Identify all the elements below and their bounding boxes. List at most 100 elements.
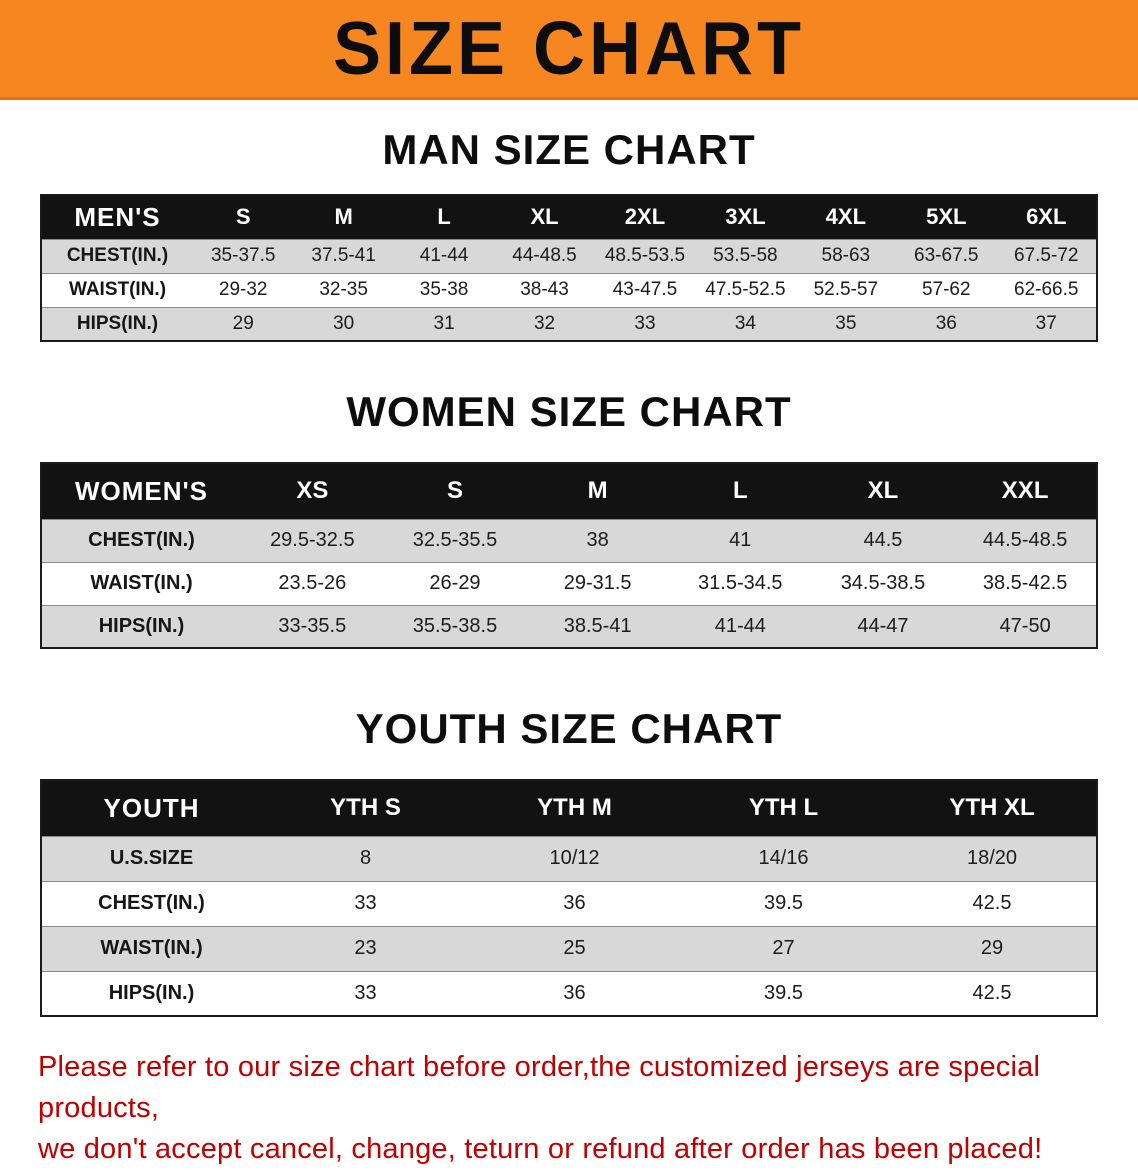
size-value-cell: 33: [354, 892, 377, 914]
size-value-cell: 36: [563, 892, 586, 914]
size-value-cell: 38: [586, 529, 609, 551]
size-value-cell: 44-48.5: [512, 245, 577, 266]
banner-title: SIZE CHART: [333, 6, 805, 91]
size-value-cell: 53.5-58: [713, 245, 778, 266]
row-label: CHEST(IN.): [66, 245, 169, 266]
youth-table-row: WAIST(IN.) 23 25 27 29: [41, 926, 1097, 971]
size-value-cell: 36: [563, 981, 586, 1004]
size-value-cell: 14/16: [758, 847, 809, 869]
size-value-cell: 33: [634, 312, 656, 334]
women-size-table: WOMEN'S XS S M L XL XXL CHEST(IN.) 29.5-32.5 32.…: [40, 462, 1098, 649]
men-size-column-header: M: [334, 204, 353, 230]
youth-size-column-header: YTH S: [330, 794, 401, 822]
size-value-cell: 35.5-38.5: [412, 614, 498, 637]
youth-size-column-header: YTH L: [748, 794, 819, 822]
women-section-heading: WOMEN SIZE CHART: [346, 388, 792, 435]
women-size-column-header: XS: [296, 477, 329, 505]
order-policy-note-line1: Please refer to our size chart before or…: [38, 1051, 1041, 1125]
women-size-column-header: L: [732, 477, 748, 505]
men-size-column-header: 6XL: [1026, 204, 1067, 230]
size-value-cell: 43-47.5: [612, 279, 678, 300]
size-value-cell: 35: [835, 312, 857, 334]
row-label: HIPS(IN.): [108, 981, 195, 1004]
size-value-cell: 25: [563, 937, 586, 959]
men-table-header-row: MEN'S S M L XL 2XL 3XL 4XL 5XL 6XL: [41, 195, 1097, 239]
men-size-column-header: 2XL: [624, 204, 666, 230]
size-value-cell: 33: [354, 981, 377, 1004]
size-value-cell: 32.5-35.5: [412, 529, 498, 551]
size-value-cell: 44-47: [857, 614, 909, 637]
row-label: U.S.SIZE: [109, 847, 194, 869]
size-value-cell: 29-31.5: [563, 572, 632, 594]
size-value-cell: 32: [533, 312, 556, 334]
size-value-cell: 44.5-48.5: [982, 529, 1068, 551]
youth-table-row: U.S.SIZE 8 10/12 14/16 18/20: [41, 836, 1097, 881]
order-policy-note-line2: we don't accept cancel, change, teturn o…: [38, 1133, 1043, 1166]
men-size-column-header: XL: [530, 204, 559, 230]
size-value-cell: 31: [433, 312, 455, 334]
size-value-cell: 34: [734, 312, 756, 334]
order-policy-note: Please refer to our size chart before or…: [38, 1047, 1138, 1171]
size-value-cell: 8: [359, 847, 372, 869]
women-size-column-header: S: [446, 477, 463, 505]
youth-size-table: YOUTH YTH S YTH M YTH L YTH XL U.S.SIZE 8 10/1…: [40, 779, 1098, 1017]
women-size-column-header: XL: [867, 477, 899, 505]
size-value-cell: 27: [772, 937, 795, 959]
size-value-cell: 63-67.5: [914, 245, 979, 266]
row-label: WAIST(IN.): [100, 937, 203, 959]
size-value-cell: 47.5-52.5: [705, 279, 786, 300]
row-label: WAIST(IN.): [90, 572, 193, 594]
size-value-cell: 34.5-38.5: [840, 572, 926, 594]
men-size-column-header: 5XL: [926, 204, 967, 230]
size-value-cell: 18/20: [966, 847, 1018, 869]
men-table-row: HIPS(IN.) 29 30 31 32 33 34 35 36 37: [41, 307, 1097, 341]
row-label: CHEST(IN.): [88, 529, 195, 551]
size-value-cell: 29-32: [218, 279, 268, 300]
size-value-cell: 67.5-72: [1014, 245, 1079, 266]
men-size-column-header: L: [437, 204, 451, 230]
row-label: HIPS(IN.): [76, 312, 159, 334]
size-value-cell: 26-29: [429, 572, 481, 594]
size-value-cell: 42.5: [972, 892, 1012, 914]
size-value-cell: 44.5: [863, 529, 903, 551]
size-value-cell: 57-62: [921, 279, 971, 300]
youth-table-row: HIPS(IN.) 33 36 39.5 42.5: [41, 971, 1097, 1016]
size-value-cell: 37: [1035, 312, 1057, 334]
size-value-cell: 38-43: [520, 279, 569, 300]
youth-table-row: CHEST(IN.) 33 36 39.5 42.5: [41, 881, 1097, 926]
row-label: HIPS(IN.): [98, 614, 185, 637]
size-value-cell: 41-44: [714, 614, 766, 637]
women-table-header-row: WOMEN'S XS S M L XL XXL: [41, 463, 1097, 519]
youth-table-corner-label: YOUTH: [103, 792, 200, 823]
size-value-cell: 32-35: [319, 279, 368, 300]
size-value-cell: 36: [935, 312, 957, 334]
men-section-heading: MAN SIZE CHART: [382, 126, 756, 173]
size-value-cell: 62-66.5: [1014, 279, 1079, 300]
size-value-cell: 10/12: [549, 847, 600, 869]
women-table-row: HIPS(IN.) 33-35.5 35.5-38.5 38.5-41 41-44 44-…: [41, 605, 1097, 648]
row-label: WAIST(IN.): [68, 279, 167, 300]
youth-size-column-header: YTH XL: [949, 794, 1035, 822]
size-value-cell: 38.5-41: [563, 614, 632, 637]
size-chart-banner: SIZE CHART: [0, 0, 1138, 100]
size-value-cell: 23: [354, 937, 377, 959]
men-size-column-header: 3XL: [725, 204, 766, 230]
men-size-column-header: S: [235, 204, 251, 230]
size-value-cell: 48.5-53.5: [604, 245, 686, 266]
youth-size-column-header: YTH M: [537, 794, 612, 822]
size-value-cell: 41-44: [419, 245, 469, 266]
size-value-cell: 52.5-57: [813, 279, 879, 300]
size-value-cell: 39.5: [764, 892, 803, 914]
size-value-cell: 47-50: [999, 614, 1051, 637]
men-table-row: WAIST(IN.) 29-32 32-35 35-38 38-43 43-47.5 47.…: [41, 273, 1097, 307]
size-value-cell: 31.5-34.5: [698, 572, 783, 594]
men-size-table: MEN'S S M L XL 2XL 3XL 4XL 5XL 6XL CHEST(IN.) 35-3…: [40, 194, 1098, 342]
size-value-cell: 30: [333, 312, 355, 334]
size-value-cell: 39.5: [764, 981, 803, 1004]
women-size-column-header: M: [587, 477, 608, 505]
row-label: CHEST(IN.): [98, 892, 205, 914]
size-value-cell: 35-37.5: [210, 245, 276, 266]
size-value-cell: 38.5-42.5: [982, 572, 1068, 594]
size-value-cell: 33-35.5: [278, 614, 347, 637]
youth-section-heading: YOUTH SIZE CHART: [355, 705, 783, 752]
